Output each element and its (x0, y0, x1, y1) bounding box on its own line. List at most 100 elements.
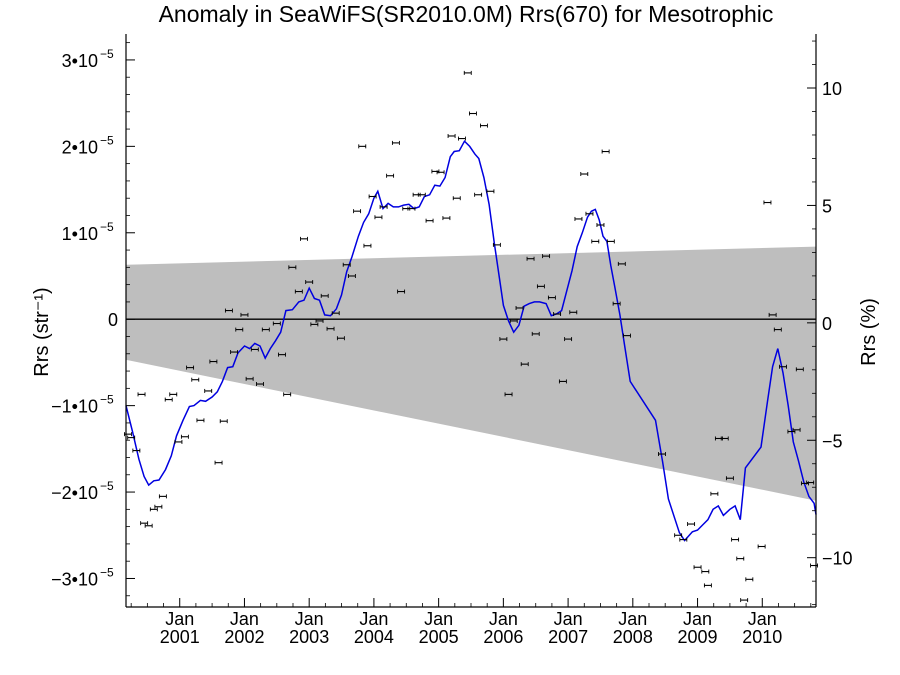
data-point (436, 170, 445, 175)
data-point (358, 144, 367, 149)
uncertainty-band-layer (126, 246, 816, 501)
data-point (347, 273, 356, 278)
x-tick-label-year: 2003 (289, 627, 329, 647)
right-y-tick-label: −10 (822, 549, 853, 569)
left-y-tick-exponent: −5 (100, 393, 114, 407)
data-point (245, 376, 254, 381)
data-point (272, 321, 281, 326)
data-point (601, 149, 610, 154)
data-point (219, 419, 228, 424)
data-point (542, 254, 551, 259)
data-point (569, 310, 578, 315)
data-point (320, 293, 329, 298)
data-point (720, 436, 729, 441)
data-point (331, 311, 340, 316)
x-tick-label-month: Jan (230, 609, 259, 629)
data-point (294, 289, 303, 294)
x-tick-label-year: 2006 (483, 627, 523, 647)
data-point (278, 352, 286, 357)
data-point (140, 521, 149, 526)
data-point (305, 280, 314, 285)
data-point (768, 312, 777, 317)
data-point (363, 243, 372, 248)
data-point (209, 359, 218, 364)
data-point (725, 476, 734, 481)
data-point (474, 192, 483, 197)
data-point (763, 200, 772, 205)
data-point (468, 111, 477, 116)
data-point (326, 326, 335, 331)
data-point (591, 239, 600, 244)
smoothed-series-line (125, 139, 817, 542)
data-point (509, 318, 518, 323)
data-point (158, 494, 167, 499)
left-y-tick-exponent: −5 (100, 565, 114, 579)
data-point (463, 70, 472, 75)
data-point (757, 544, 766, 549)
x-tick-label-year: 2010 (742, 627, 782, 647)
data-point (235, 327, 244, 332)
x-tick-label-year: 2008 (613, 627, 653, 647)
data-point (149, 507, 158, 512)
data-point (520, 362, 529, 367)
data-point (230, 350, 239, 355)
data-point (196, 418, 205, 423)
data-point (191, 377, 200, 382)
left-y-tick-exponent: −5 (100, 479, 114, 493)
data-point (368, 194, 377, 199)
data-point (169, 392, 178, 397)
data-point (580, 172, 589, 177)
data-point (773, 327, 782, 332)
data-point (617, 261, 626, 266)
right-y-tick-label: 5 (822, 196, 832, 216)
left-y-tick-label: 3•10 (62, 51, 98, 71)
data-point (397, 289, 406, 294)
data-point (288, 265, 297, 270)
x-tick-label-year: 2004 (354, 627, 394, 647)
data-point (606, 239, 615, 244)
data-point (547, 295, 556, 300)
ticks-layer: 3•10 −52•10 −51•10 −50−1•10 −5−2•10 −5−3•10 −5… (51, 40, 853, 647)
data-point (795, 367, 804, 372)
data-point (386, 173, 395, 178)
left-y-tick-label: 2•10 (62, 137, 98, 157)
data-point (792, 427, 801, 432)
right-y-axis-label: Rrs (%) (858, 298, 880, 366)
data-point (353, 209, 362, 214)
data-point (240, 312, 249, 317)
data-point (779, 364, 787, 369)
x-tick-label-month: Jan (618, 609, 647, 629)
data-point (515, 305, 524, 310)
data-point (250, 347, 259, 352)
data-point (315, 318, 324, 323)
data-point (283, 392, 292, 397)
data-point (536, 284, 545, 289)
chart-title: Anomaly in SeaWiFS(SR2010.0M) Rrs(670) f… (159, 1, 774, 27)
right-y-tick-label: −5 (822, 431, 843, 451)
x-tick-label-month: Jan (295, 609, 324, 629)
data-point (342, 262, 351, 267)
smoothed-line-layer (125, 139, 817, 542)
left-y-tick-label: 0 (108, 310, 118, 330)
data-point (457, 136, 466, 141)
data-point (657, 452, 666, 457)
data-point (679, 537, 688, 542)
x-tick-label-year: 2007 (548, 627, 588, 647)
x-tick-label-year: 2005 (419, 627, 459, 647)
data-point (300, 236, 308, 241)
data-point (731, 537, 740, 542)
data-point (214, 460, 223, 465)
data-point (553, 312, 562, 317)
data-point (224, 308, 233, 313)
data-point (154, 504, 163, 509)
x-tick-label-year: 2002 (224, 627, 264, 647)
data-point (256, 382, 264, 387)
data-point (806, 480, 815, 485)
data-point (186, 365, 195, 370)
left-y-tick-label: −2•10 (51, 483, 98, 503)
x-tick-label-month: Jan (489, 609, 518, 629)
data-point (407, 206, 416, 211)
left-y-axis-label: Rrs (str⁻¹) (31, 287, 53, 376)
